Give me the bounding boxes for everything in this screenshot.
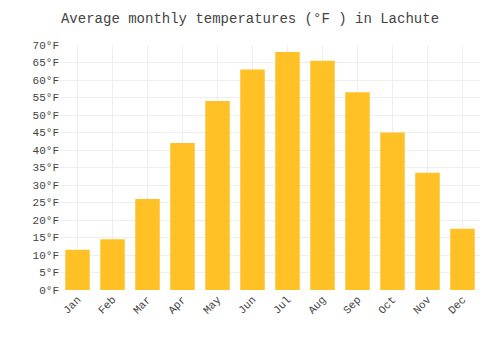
svg-text:55°F: 55°F [33, 92, 59, 104]
svg-text:Apr: Apr [166, 294, 188, 316]
svg-text:70°F: 70°F [33, 40, 59, 52]
svg-text:15°F: 15°F [33, 232, 59, 244]
svg-text:Oct: Oct [376, 294, 398, 316]
svg-text:Nov: Nov [411, 294, 434, 317]
svg-text:0°F: 0°F [39, 285, 59, 297]
svg-text:50°F: 50°F [33, 110, 59, 122]
svg-text:Average monthly temperatures (: Average monthly temperatures (°F ) in La… [61, 11, 439, 27]
svg-text:Jun: Jun [236, 294, 258, 316]
svg-text:40°F: 40°F [33, 145, 59, 157]
svg-text:5°F: 5°F [39, 267, 59, 279]
svg-text:Mar: Mar [131, 294, 153, 316]
svg-text:Aug: Aug [306, 294, 328, 316]
svg-text:May: May [201, 294, 224, 317]
svg-text:65°F: 65°F [33, 57, 59, 69]
svg-text:Jan: Jan [61, 294, 83, 316]
svg-text:20°F: 20°F [33, 215, 59, 227]
svg-text:Dec: Dec [446, 294, 468, 316]
svg-text:60°F: 60°F [33, 75, 59, 87]
svg-text:25°F: 25°F [33, 197, 59, 209]
svg-text:30°F: 30°F [33, 180, 59, 192]
svg-text:Jul: Jul [271, 294, 293, 316]
svg-text:35°F: 35°F [33, 162, 59, 174]
svg-text:Feb: Feb [96, 294, 118, 316]
svg-text:Sep: Sep [341, 294, 363, 316]
svg-text:45°F: 45°F [33, 127, 59, 139]
svg-text:10°F: 10°F [33, 250, 59, 262]
